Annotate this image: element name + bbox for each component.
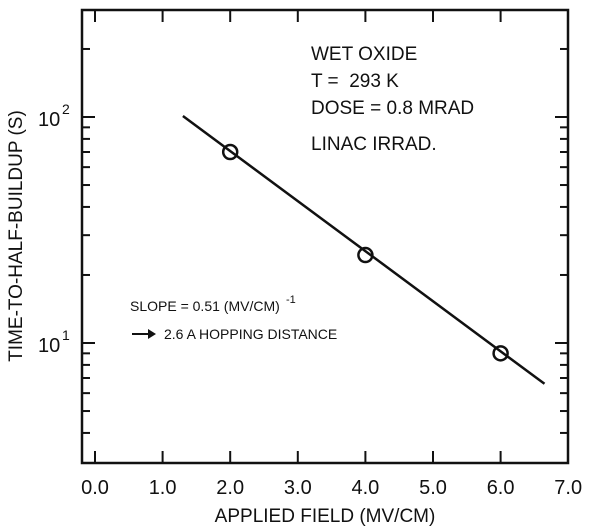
- x-tick-label: 5.0: [419, 477, 447, 499]
- hopping-text: 2.6 A HOPPING DISTANCE: [164, 326, 337, 342]
- conditions-annotation: WET OXIDE T = 293 K DOSE = 0.8 MRAD LINA…: [311, 44, 474, 155]
- y-tick-label: 10: [38, 335, 60, 357]
- slope-superscript: -1: [286, 294, 296, 306]
- x-tick-label: 6.0: [487, 477, 515, 499]
- slope-annotation: SLOPE = 0.51 (MV/CM) -1 2.6 A HOPPING DI…: [130, 294, 337, 342]
- x-tick-label: 1.0: [149, 477, 177, 499]
- plot-frame: [80, 8, 570, 465]
- arrow-head-icon: [148, 329, 156, 339]
- x-tick-label: 3.0: [284, 477, 312, 499]
- x-tick-label: 4.0: [351, 477, 379, 499]
- y-axis-ticks: [82, 47, 568, 434]
- slope-text: SLOPE = 0.51 (MV/CM): [130, 298, 280, 314]
- y-axis-label: TIME-TO-HALF-BUILDUP (S): [6, 110, 27, 362]
- x-tick-label: 2.0: [216, 477, 244, 499]
- x-axis-ticks: [94, 10, 502, 463]
- x-tick-label: 7.0: [554, 477, 582, 499]
- annotation-line: T = 293 K: [311, 71, 399, 92]
- fit-line: [182, 114, 546, 385]
- series-layer: [182, 114, 546, 385]
- annotation-line: LINAC IRRAD.: [311, 134, 437, 155]
- y-tick-label: 10: [38, 109, 60, 131]
- y-tick-label-exponent: 2: [62, 101, 70, 117]
- x-axis-label: APPLIED FIELD (MV/CM): [215, 506, 436, 527]
- annotation-line: DOSE = 0.8 MRAD: [311, 98, 474, 119]
- y-tick-label-exponent: 1: [62, 327, 70, 343]
- annotation-line: WET OXIDE: [311, 44, 417, 65]
- x-tick-labels: 0.0 1.0 2.0 3.0 4.0 5.0 6.0 7.0: [81, 477, 582, 499]
- x-tick-label: 0.0: [81, 477, 109, 499]
